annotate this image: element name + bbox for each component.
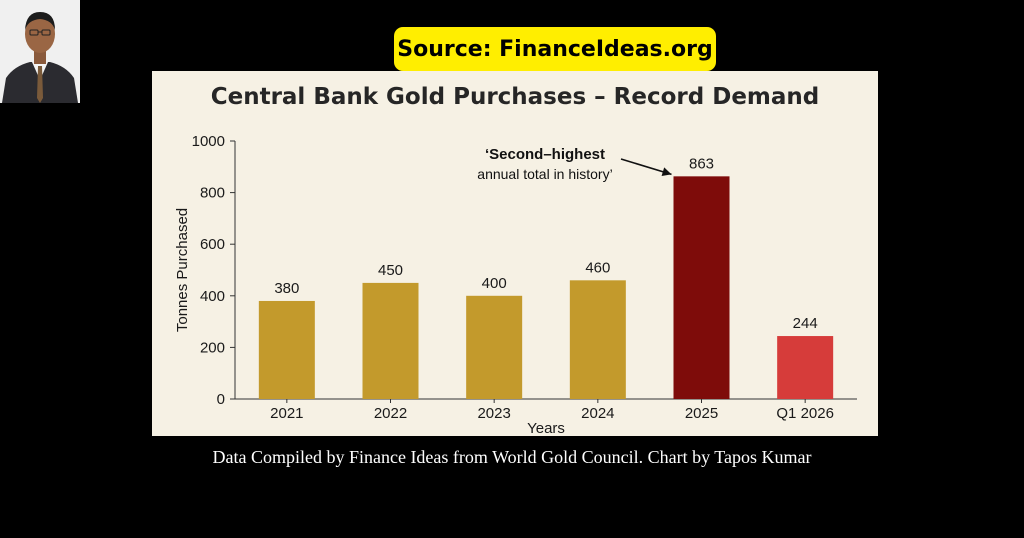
- y-tick-label: 400: [200, 288, 225, 305]
- x-tick-label: 2025: [685, 405, 718, 422]
- y-tick-label: 200: [200, 339, 225, 356]
- source-badge: Source: FinanceIdeas.org: [394, 27, 716, 71]
- chart-title: Central Bank Gold Purchases – Record Dem…: [210, 84, 820, 110]
- annotation-line-1: ‘Second–highest: [485, 146, 605, 163]
- annotation-line-2: annual total in history’: [477, 166, 612, 182]
- chart-panel: Central Bank Gold Purchases – Record Dem…: [152, 71, 878, 436]
- x-tick-label: 2023: [477, 405, 510, 422]
- y-axis-title: Tonnes Purchased: [174, 208, 191, 332]
- author-avatar: [0, 0, 80, 103]
- bar-value-label: 450: [378, 262, 403, 279]
- bar-value-label: 380: [274, 280, 299, 297]
- x-tick-label: 2021: [270, 405, 303, 422]
- x-tick-label: 2022: [374, 405, 407, 422]
- y-tick-label: 1000: [192, 133, 225, 150]
- x-tick-label: Q1 2026: [776, 405, 834, 422]
- bar: [258, 300, 315, 399]
- bar: [673, 176, 730, 399]
- annotation-arrow-head: [661, 167, 672, 177]
- bar-value-label: 244: [793, 315, 818, 332]
- y-tick-label: 600: [200, 236, 225, 253]
- bar: [777, 336, 834, 399]
- bar: [569, 280, 626, 399]
- author-portrait-icon: [0, 0, 80, 103]
- bar: [466, 295, 523, 399]
- x-axis-title: Years: [527, 420, 565, 436]
- bar: [362, 282, 419, 399]
- bar-chart: 0 200 400 600 800 1000 Tonnes Purchased Years 3…: [174, 133, 857, 436]
- y-tick-label: 0: [217, 391, 225, 408]
- x-tick-label: 2024: [581, 405, 614, 422]
- y-tick-label: 800: [200, 185, 225, 202]
- bar-value-label: 460: [585, 259, 610, 276]
- footer-credit: Data Compiled by Finance Ideas from Worl…: [212, 447, 812, 467]
- bar-value-label: 400: [482, 275, 507, 292]
- bar-value-label: 863: [689, 155, 714, 172]
